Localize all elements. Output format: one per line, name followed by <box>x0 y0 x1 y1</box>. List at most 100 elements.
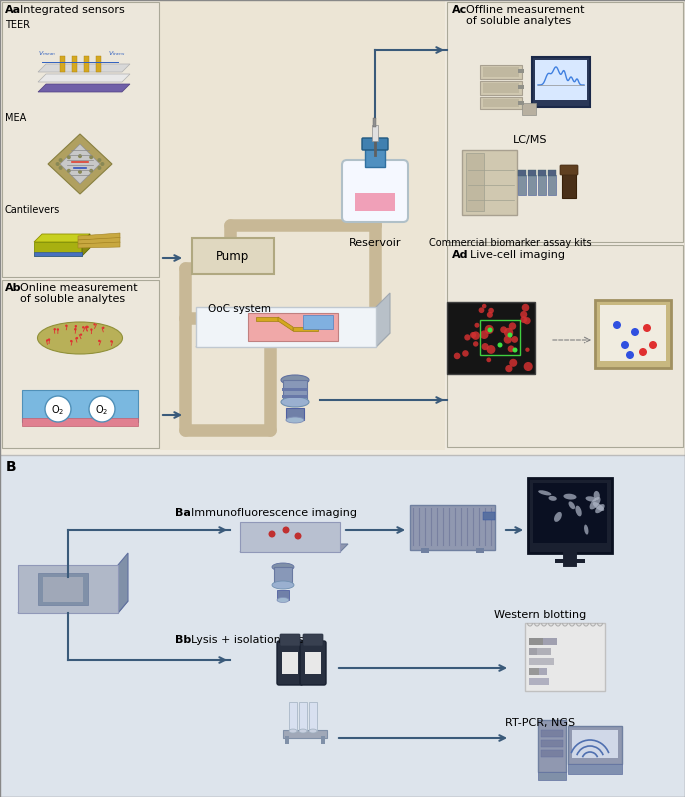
Bar <box>535 60 587 100</box>
Ellipse shape <box>289 729 297 733</box>
Bar <box>277 590 289 600</box>
Polygon shape <box>78 233 120 240</box>
Bar <box>38 573 88 605</box>
Circle shape <box>520 311 527 318</box>
Ellipse shape <box>584 524 588 535</box>
Bar <box>529 648 551 655</box>
Polygon shape <box>240 522 340 552</box>
Circle shape <box>509 322 516 330</box>
Circle shape <box>522 304 530 312</box>
Circle shape <box>75 325 77 328</box>
Bar <box>525 623 605 691</box>
Circle shape <box>98 340 101 342</box>
Text: Ba: Ba <box>175 508 191 518</box>
Bar <box>299 702 307 731</box>
Bar <box>533 483 607 543</box>
Circle shape <box>470 332 476 338</box>
Circle shape <box>525 347 530 351</box>
Bar <box>282 652 298 674</box>
Text: Cantilevers: Cantilevers <box>5 205 60 215</box>
Bar <box>568 726 622 764</box>
Polygon shape <box>38 64 130 72</box>
Ellipse shape <box>38 322 123 354</box>
Circle shape <box>90 328 92 331</box>
Circle shape <box>488 328 493 332</box>
Bar <box>528 175 536 195</box>
FancyBboxPatch shape <box>342 160 408 222</box>
Circle shape <box>487 312 493 318</box>
Bar <box>529 668 547 675</box>
Circle shape <box>512 347 517 352</box>
Polygon shape <box>18 601 128 613</box>
Text: $V_{mean}$: $V_{mean}$ <box>38 49 56 58</box>
Bar <box>274 567 292 585</box>
Circle shape <box>473 341 478 347</box>
Bar <box>282 388 308 391</box>
Polygon shape <box>248 313 338 341</box>
Circle shape <box>643 324 651 332</box>
Bar <box>529 668 539 675</box>
Text: Integrated sensors: Integrated sensors <box>20 5 125 15</box>
Text: Reservoir: Reservoir <box>349 238 401 248</box>
Circle shape <box>79 333 82 336</box>
Circle shape <box>89 169 93 173</box>
Polygon shape <box>34 234 90 242</box>
Circle shape <box>89 396 115 422</box>
Polygon shape <box>78 238 120 244</box>
Text: of soluble analytes: of soluble analytes <box>20 294 125 304</box>
Bar <box>483 67 519 77</box>
Text: Offline measurement: Offline measurement <box>466 5 584 15</box>
Bar <box>483 83 519 93</box>
Circle shape <box>67 169 71 173</box>
Circle shape <box>503 336 512 344</box>
Bar <box>595 300 671 368</box>
Circle shape <box>97 166 101 170</box>
Text: Pump: Pump <box>216 249 249 262</box>
Bar <box>529 648 537 655</box>
Ellipse shape <box>277 598 289 603</box>
Bar <box>518 69 524 73</box>
Text: MEA: MEA <box>5 113 26 123</box>
Circle shape <box>101 162 104 166</box>
Circle shape <box>480 330 488 339</box>
Polygon shape <box>48 134 112 194</box>
Polygon shape <box>293 327 318 331</box>
Text: Ac: Ac <box>452 5 467 15</box>
Circle shape <box>639 348 647 356</box>
Circle shape <box>626 351 634 359</box>
Ellipse shape <box>593 502 604 511</box>
Circle shape <box>76 337 78 340</box>
Bar <box>522 103 536 115</box>
Circle shape <box>475 323 480 328</box>
Bar <box>480 320 520 355</box>
Bar <box>568 764 622 774</box>
Bar <box>96 56 101 72</box>
Bar <box>518 175 526 195</box>
Text: Commercial biomarker assay kits: Commercial biomarker assay kits <box>429 238 591 248</box>
FancyBboxPatch shape <box>192 238 274 274</box>
Bar <box>282 395 308 398</box>
Polygon shape <box>38 84 130 92</box>
Circle shape <box>48 339 50 341</box>
Bar <box>562 172 576 198</box>
Circle shape <box>511 336 518 343</box>
Ellipse shape <box>594 491 600 500</box>
Polygon shape <box>256 317 278 321</box>
Polygon shape <box>118 553 128 613</box>
Circle shape <box>497 343 503 347</box>
Bar <box>518 170 526 176</box>
FancyBboxPatch shape <box>280 634 300 646</box>
Bar <box>466 153 484 211</box>
Bar <box>373 118 377 127</box>
Bar <box>480 65 522 79</box>
Bar <box>283 730 327 738</box>
Bar <box>372 125 378 141</box>
Bar <box>305 652 321 674</box>
Ellipse shape <box>590 497 601 509</box>
Polygon shape <box>38 74 130 82</box>
Text: O$_2$: O$_2$ <box>95 403 109 417</box>
FancyBboxPatch shape <box>300 641 326 685</box>
Circle shape <box>74 328 77 331</box>
Polygon shape <box>60 144 100 184</box>
Circle shape <box>93 323 96 325</box>
